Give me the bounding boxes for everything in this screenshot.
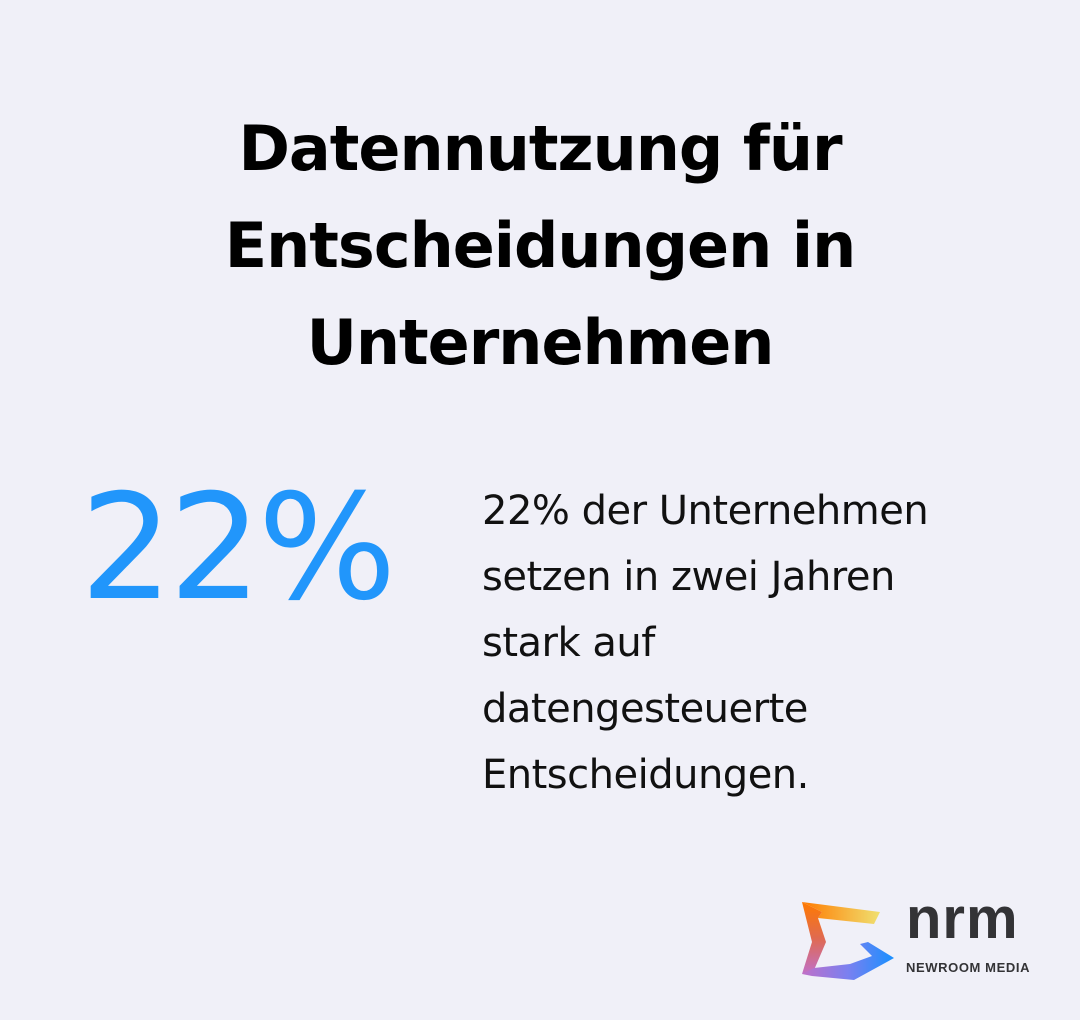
stat-percentage: 22% [80, 463, 397, 633]
title-line-1: Datennutzung für [238, 112, 842, 185]
logo-wordmark: nrm [906, 886, 1019, 951]
stat-description-line-5: Entscheidungen. [482, 752, 809, 798]
stat-description-line-3: stark auf [482, 620, 655, 666]
stat-description-line-4: datengesteuerte [482, 686, 808, 732]
stat-description-line-2: setzen in zwei Jahren [482, 554, 895, 600]
logo-subtitle: NEWROOM MEDIA [906, 960, 1031, 975]
title-line-3: Unternehmen [306, 306, 775, 379]
stat-description-line-1: 22% der Unternehmen [482, 488, 929, 534]
nrm-logo-icon [802, 902, 894, 980]
brand-logo: nrm NEWROOM MEDIA [798, 886, 1048, 984]
page-title: Datennutzung für Entscheidungen in Unter… [0, 100, 1080, 391]
stat-description: 22% der Unternehmen setzen in zwei Jahre… [482, 478, 1042, 808]
title-line-2: Entscheidungen in [224, 209, 856, 282]
